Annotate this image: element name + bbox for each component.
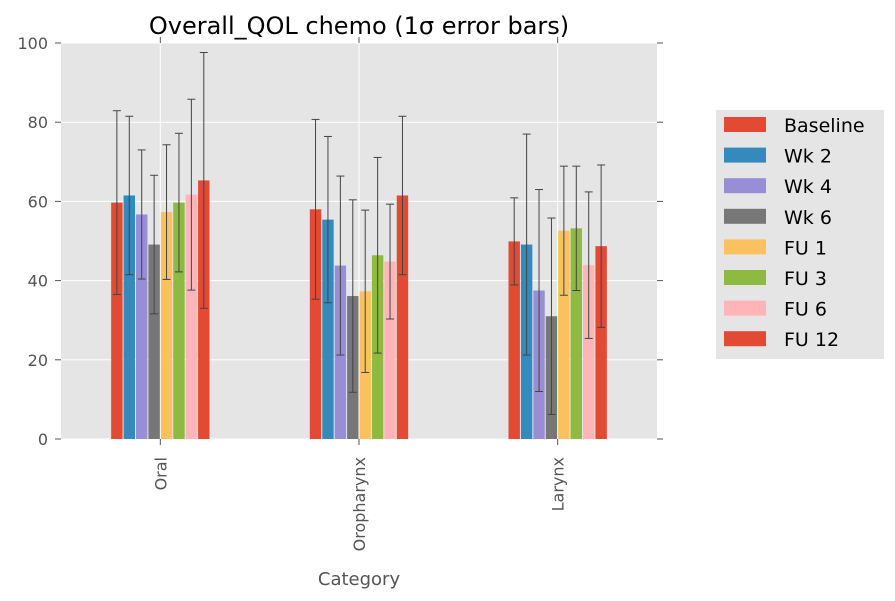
bar <box>160 212 173 439</box>
legend-swatch <box>724 270 766 285</box>
bar <box>583 265 595 439</box>
legend-swatch <box>724 117 766 132</box>
y-tick-label: 80 <box>28 113 48 132</box>
legend-label: FU 6 <box>784 299 827 321</box>
bar <box>136 214 148 439</box>
bar <box>309 209 322 439</box>
chart-title: Overall_QOL chemo (1σ error bars) <box>149 12 569 40</box>
x-tick-label: Oropharynx <box>350 457 369 551</box>
bar <box>322 219 334 439</box>
bar <box>198 180 210 440</box>
legend-swatch <box>724 208 766 224</box>
legend-label: FU 3 <box>784 268 827 290</box>
bar <box>148 244 160 439</box>
bar <box>508 241 520 439</box>
legend-label: FU 12 <box>784 329 839 351</box>
bar <box>396 195 409 439</box>
legend-swatch <box>724 300 766 316</box>
bar <box>558 230 570 439</box>
legend-label: Baseline <box>784 115 865 137</box>
bar <box>173 202 185 439</box>
legend-label: Wk 2 <box>784 146 832 168</box>
legend-swatch <box>724 331 766 347</box>
legend-label: Wk 6 <box>784 207 832 229</box>
legend-swatch <box>724 239 766 255</box>
x-axis-label: Category <box>318 569 401 590</box>
bar <box>384 261 396 439</box>
legend-label: Wk 4 <box>784 176 832 198</box>
bar <box>570 228 582 439</box>
bar <box>111 202 123 439</box>
bar <box>123 195 135 439</box>
y-tick-label: 40 <box>28 272 48 291</box>
legend-swatch <box>724 147 766 163</box>
legend-swatch <box>724 178 766 194</box>
legend: Baseline Wk 2 Wk 4 Wk 6 FU 1 FU 3 FU 6 FU 12 <box>716 110 884 359</box>
bar <box>595 246 607 439</box>
legend-label: FU 1 <box>784 237 827 259</box>
error-bars <box>112 52 606 415</box>
y-tick-label: 100 <box>17 34 48 53</box>
bar <box>185 194 198 439</box>
y-tick-label: 60 <box>28 192 48 211</box>
y-tick-label: 20 <box>28 351 48 370</box>
x-tick-label: Larynx <box>549 457 568 511</box>
y-tick-label: 0 <box>38 430 48 449</box>
axis-ticks <box>55 37 663 445</box>
x-tick-label: Oral <box>151 457 170 490</box>
x-tick-labels: Oral Oropharynx Larynx <box>151 457 567 551</box>
y-tick-labels: 0 20 40 60 80 100 <box>17 34 48 449</box>
